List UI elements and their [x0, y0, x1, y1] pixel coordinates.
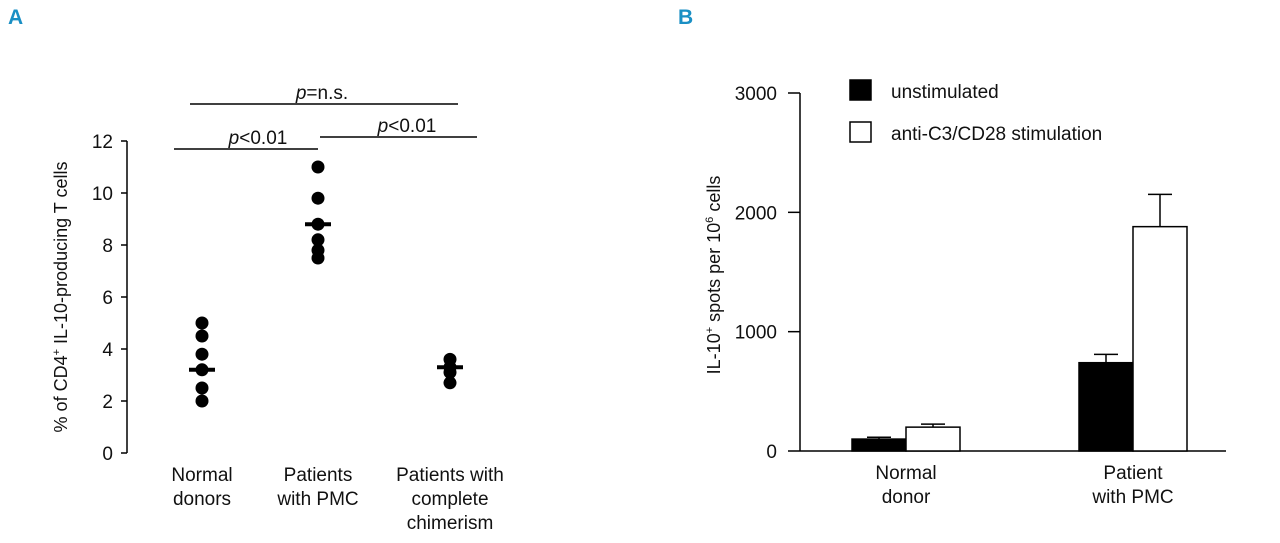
y-tick-label-a: 8	[102, 236, 113, 257]
x-tick-label-b: Patient	[1103, 463, 1163, 484]
panel-b-label: B	[678, 6, 694, 29]
y-axis-label-a: % of CD4+ IL-10-producing T cells	[51, 162, 71, 433]
legend-label: anti-C3/CD28 stimulation	[891, 124, 1102, 145]
bar	[851, 438, 907, 452]
x-tick-label-a: Normal	[171, 465, 232, 486]
y-tick-label-b: 2000	[735, 203, 777, 224]
x-tick-label-a: complete	[411, 489, 488, 510]
y-tick-label-a: 12	[92, 132, 113, 153]
x-tick-label-b: with PMC	[1091, 487, 1173, 508]
x-tick-label-a: Patients with	[396, 465, 504, 486]
x-tick-label-a: Patients	[284, 465, 353, 486]
data-point	[311, 233, 325, 247]
x-tick-label-a: with PMC	[276, 489, 358, 510]
y-tick-label-b: 1000	[735, 323, 777, 344]
comparison-label: p<0.01	[228, 128, 288, 149]
comparison-label: p=n.s.	[295, 83, 348, 104]
data-point	[311, 191, 325, 205]
data-point	[195, 394, 209, 408]
data-point	[195, 316, 209, 330]
scatter-chart-a: 0 2 4 6 8 10 12 % of CD4+ IL-10-producing T cel…	[51, 83, 504, 534]
x-tick-label-a: chimerism	[407, 513, 494, 534]
y-axis-label-b: IL-10+ spots per 106 cells	[704, 176, 724, 375]
data-point	[443, 376, 457, 390]
bar	[1078, 361, 1134, 452]
y-tick-label-a: 10	[92, 184, 113, 205]
data-point	[195, 347, 209, 361]
x-tick-label-a: donors	[173, 489, 231, 510]
y-tick-label-b: 3000	[735, 84, 777, 105]
bar	[905, 426, 961, 452]
x-tick-label-b: Normal	[875, 463, 936, 484]
comparison-label: p<0.01	[377, 116, 437, 137]
data-point	[195, 329, 209, 343]
data-point	[311, 160, 325, 174]
legend-label: unstimulated	[891, 82, 999, 103]
x-tick-label-b: donor	[882, 487, 931, 508]
bar	[1132, 225, 1188, 452]
legend-swatch	[849, 79, 872, 101]
data-point	[195, 381, 209, 395]
y-tick-label-a: 6	[102, 288, 113, 309]
legend-swatch	[849, 121, 872, 143]
y-tick-label-a: 2	[102, 392, 113, 413]
y-tick-label-b: 0	[766, 442, 777, 463]
panel-a-label: A	[8, 6, 24, 29]
y-tick-label-a: 4	[102, 340, 113, 361]
data-point	[311, 251, 325, 265]
y-tick-label-a: 0	[102, 444, 113, 465]
